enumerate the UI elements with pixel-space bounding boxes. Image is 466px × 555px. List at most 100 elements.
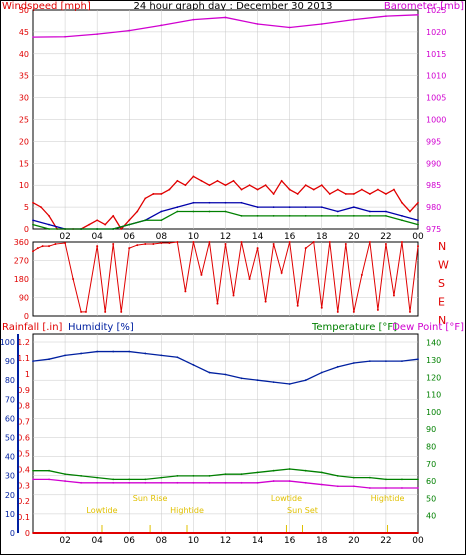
humidity-ytick-label: 60 [5, 414, 15, 423]
temp-point [144, 478, 147, 481]
compass-label: N [438, 314, 446, 327]
temp-ytick-label: 40 [426, 512, 436, 521]
temp-ytick-label: 50 [426, 494, 436, 503]
dir-ytick-label: 180 [14, 275, 29, 284]
wind-direction-point [64, 242, 67, 245]
wind-ytick-label: 0 [24, 225, 29, 234]
humidity-point [112, 350, 115, 353]
baro-ytick-label: 975 [426, 225, 441, 234]
wind-point [336, 188, 339, 191]
wind-point [32, 201, 34, 204]
humidity-point [288, 383, 291, 385]
rain-ytick-label: 0.9 [17, 386, 30, 395]
dir-ytick-label: 270 [14, 257, 29, 266]
humidity-point [144, 352, 147, 355]
baro-point [385, 15, 387, 18]
wind-axis-label: Windspeed [mph] [2, 1, 91, 12]
windAvg-point [160, 210, 163, 213]
wind-direction-point [280, 271, 283, 274]
temp-point [336, 474, 339, 477]
baro-point [32, 36, 34, 39]
dew-point [240, 481, 243, 484]
temp-ytick-label: 100 [426, 408, 441, 417]
wind-direction-point [384, 243, 387, 246]
wind-direction-point [417, 245, 419, 248]
wind-point [352, 193, 355, 195]
hum-xtick-label: 18 [316, 536, 328, 546]
baro-point [417, 13, 419, 16]
hum-xtick-label: 16 [284, 536, 296, 546]
wind-point [192, 175, 195, 178]
windGust-point [288, 214, 291, 217]
dew-point [112, 481, 115, 484]
humidity-ytick-label: 40 [5, 453, 15, 462]
wind-direction-point [288, 241, 291, 243]
windAvg-point [272, 206, 275, 209]
wind-ytick-label: 25 [19, 116, 29, 125]
temp-ytick-label: 90 [426, 425, 436, 434]
rain-ytick-label: 0.8 [17, 402, 30, 411]
graph-title: 24 hour graph day : December 30 2013 [134, 1, 333, 12]
wind-direction-point [96, 245, 99, 248]
temp-point [80, 474, 83, 477]
wind-ytick-label: 5 [24, 203, 29, 212]
wind-direction-point [232, 294, 235, 297]
temp-point [112, 478, 115, 481]
humidity-point [352, 362, 355, 364]
humidity-point [80, 352, 83, 355]
temp-point [272, 469, 275, 472]
dew-point [272, 480, 275, 482]
compass-label: E [438, 296, 445, 309]
humidity-point [272, 381, 275, 384]
windAvg-point [320, 206, 323, 209]
windGust-point [32, 223, 34, 226]
rain-ytick-label: 0 [25, 529, 30, 538]
wind-point [360, 188, 363, 191]
baro-point [256, 23, 259, 25]
wind-point [96, 219, 99, 222]
dew-point [256, 481, 259, 484]
annotation-label: Hightide [170, 506, 204, 515]
wind-direction-point [136, 244, 139, 247]
wind-point [240, 188, 243, 191]
wind-direction-point [320, 306, 323, 309]
wind-xtick-label: 22 [380, 232, 391, 242]
wind-direction-point [408, 310, 411, 313]
wind-point [232, 179, 235, 182]
humidity-point [176, 356, 179, 359]
wind-xtick-label: 04 [91, 232, 103, 242]
wind-direction-point [312, 241, 315, 243]
humidity-ytick-label: 10 [5, 510, 15, 519]
temp-point [304, 469, 307, 472]
temp-point [224, 473, 227, 476]
temp-point [160, 476, 163, 479]
wind-ytick-label: 35 [19, 72, 29, 81]
windAvg-point [48, 223, 50, 226]
temp-point [240, 473, 243, 476]
temp-point [48, 469, 50, 472]
temp-point [256, 471, 259, 474]
dew-point [48, 478, 50, 481]
temp-point [64, 473, 66, 476]
hum-xtick-label: 22 [380, 536, 391, 546]
wind-direction-point [32, 250, 34, 253]
wind-direction-point [36, 247, 39, 250]
windAvg-point [208, 201, 211, 204]
wind-point [401, 201, 403, 204]
temp-point [128, 478, 131, 481]
wind-xtick-label: 00 [412, 232, 424, 242]
dew-point [336, 485, 339, 488]
dew-point [320, 483, 323, 486]
humidity-point [240, 377, 243, 380]
windGust-point [256, 214, 259, 217]
baro-ytick-label: 1025 [426, 6, 446, 15]
rain-ytick-label: 0.3 [17, 481, 30, 490]
humidity-point [128, 350, 131, 353]
temp-ytick-label: 110 [426, 391, 441, 400]
wind-xtick-label: 20 [348, 232, 360, 242]
windAvg-point [401, 214, 403, 217]
windAvg-point [288, 206, 291, 209]
temp-point [401, 478, 403, 481]
wind-direction-point [208, 241, 211, 243]
wind-direction-point [336, 310, 339, 313]
